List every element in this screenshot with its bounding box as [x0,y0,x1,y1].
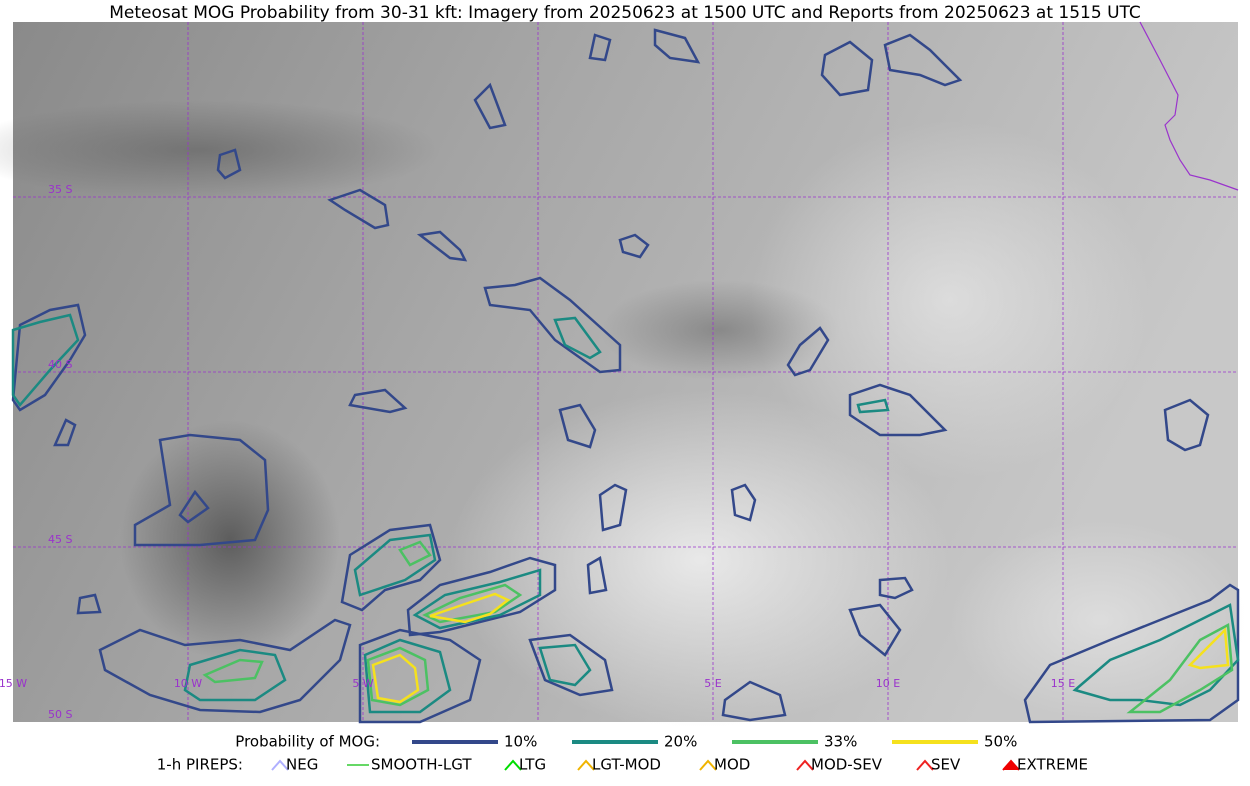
lon-label: 5 E [704,677,721,690]
legend-label: EXTREME [1017,756,1088,774]
legend-label: SEV [931,756,961,774]
legend-label: 33% [824,733,857,751]
legend-label: LGT-MOD [592,756,661,774]
legend: Probability of MOG: 10% 20% 33% 50% 1-h PIREP… [157,733,1088,774]
legend-symbol [271,759,289,771]
legend-label: 10% [504,733,537,751]
legend-label: NEG [286,756,318,774]
map: 35 S 40 S 45 S 50 S 15 W 10 W 5 W 5 E 10 E 15 E [0,21,1250,730]
legend-label: 50% [984,733,1017,751]
legend-label: MOD-SEV [811,756,883,774]
legend-symbol [916,759,934,771]
lat-label: 50 S [48,708,72,721]
legend-symbol [577,759,595,771]
lat-label: 45 S [48,533,72,546]
lon-label: 5 W [352,677,373,690]
legend-label: SMOOTH-LGT [371,756,472,774]
legend-label: LTG [519,756,546,774]
legend-label: 20% [664,733,697,751]
legend-label: MOD [714,756,750,774]
lon-label: 10 W [174,677,202,690]
legend-symbol [504,759,522,771]
lon-label: 15 E [1051,677,1075,690]
lon-label: 10 E [876,677,900,690]
title: Meteosat MOG Probability from 30-31 kft:… [109,3,1141,23]
legend-symbol [1002,759,1020,771]
legend-title: 1-h PIREPS: [157,756,243,774]
lat-label: 40 S [48,358,72,371]
legend-symbol [699,759,717,771]
legend-symbol [796,759,814,771]
lat-label: 35 S [48,183,72,196]
legend-title: Probability of MOG: [235,733,380,751]
lon-label: 15 W [0,677,27,690]
